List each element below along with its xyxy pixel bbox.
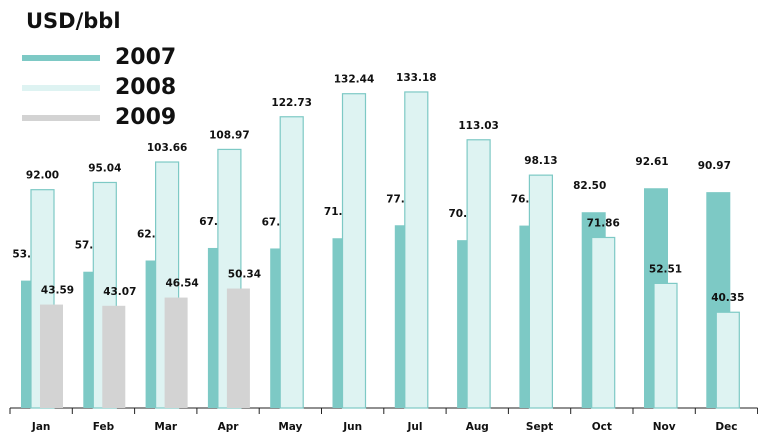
bar bbox=[653, 282, 678, 409]
x-tick-label: Sept bbox=[526, 421, 553, 433]
bar bbox=[466, 139, 491, 409]
chart-title: USD/bbl bbox=[26, 9, 121, 33]
value-label: 50.34 bbox=[228, 269, 261, 281]
value-label: 113.03 bbox=[458, 120, 499, 132]
value-label: 43.59 bbox=[41, 285, 74, 297]
legend-swatch bbox=[22, 85, 100, 91]
value-label: 90.97 bbox=[698, 160, 731, 172]
bar bbox=[102, 305, 126, 408]
x-tick-label: May bbox=[278, 421, 302, 433]
legend-label: 2009 bbox=[115, 105, 176, 130]
value-label: 43.07 bbox=[103, 286, 136, 298]
x-tick-label: Feb bbox=[93, 421, 115, 433]
value-label: 132.44 bbox=[334, 74, 375, 86]
bar bbox=[226, 288, 250, 408]
bar bbox=[404, 91, 429, 409]
value-label: 40.35 bbox=[711, 292, 744, 304]
legend-label: 2008 bbox=[115, 75, 176, 100]
value-label: 122.73 bbox=[271, 97, 312, 109]
x-tick-label: Dec bbox=[715, 421, 737, 433]
value-label: 133.18 bbox=[396, 72, 437, 84]
value-label: 92.00 bbox=[26, 170, 59, 182]
x-tick-label: Apr bbox=[218, 421, 240, 433]
value-label: 46.54 bbox=[165, 278, 198, 290]
bar bbox=[341, 93, 367, 409]
value-label: 82.50 bbox=[573, 180, 606, 192]
bar bbox=[715, 311, 740, 409]
legend-swatch bbox=[22, 115, 100, 121]
value-label: 103.66 bbox=[147, 142, 188, 154]
x-tick-label: Nov bbox=[653, 421, 676, 433]
bar bbox=[164, 297, 188, 408]
bar bbox=[279, 116, 304, 409]
value-label: 52.51 bbox=[649, 263, 682, 275]
x-tick-label: Mar bbox=[154, 421, 178, 433]
x-tick-label: Oct bbox=[592, 421, 612, 433]
value-label: 92.61 bbox=[635, 156, 668, 168]
value-label: 95.04 bbox=[88, 162, 121, 174]
x-tick-label: Jun bbox=[342, 421, 362, 433]
legend-label: 2007 bbox=[115, 45, 176, 70]
value-label: 108.97 bbox=[209, 129, 250, 141]
x-tick-label: Aug bbox=[466, 421, 489, 433]
legend-swatch bbox=[22, 55, 100, 61]
x-tick-label: Jan bbox=[31, 421, 50, 433]
value-label: 98.13 bbox=[524, 155, 557, 167]
bar bbox=[591, 236, 616, 409]
bar bbox=[40, 304, 63, 408]
value-label: 71.86 bbox=[587, 217, 620, 229]
x-tick-label: Jul bbox=[406, 421, 422, 433]
bar bbox=[528, 174, 554, 409]
